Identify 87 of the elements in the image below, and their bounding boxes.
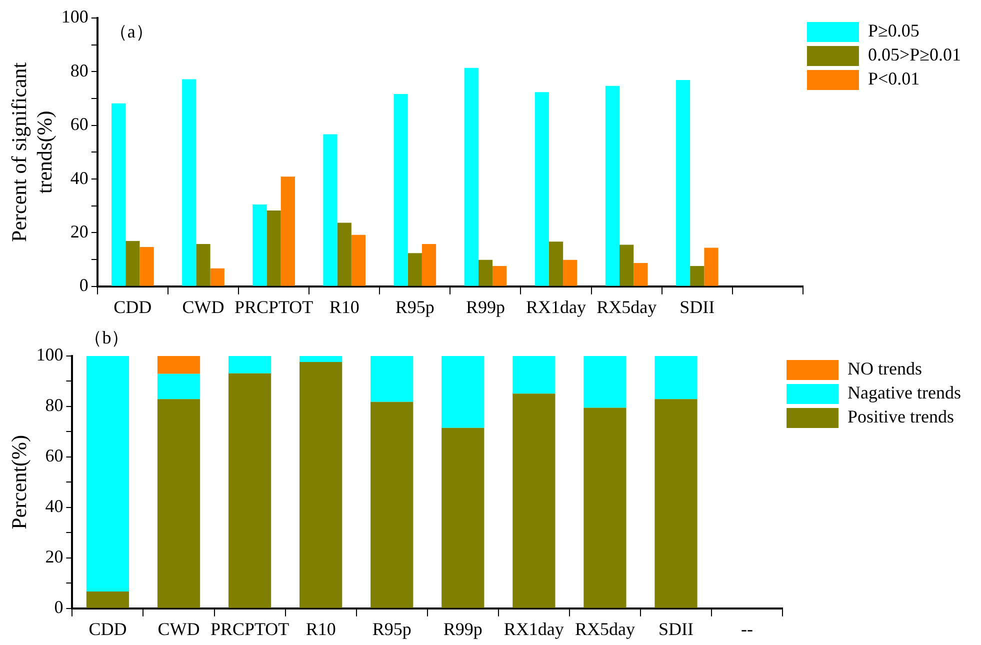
bar <box>157 399 200 608</box>
x-tick-label: SDII <box>680 296 715 317</box>
bar <box>351 234 366 286</box>
x-tick-label: R95p <box>395 296 434 317</box>
bar <box>654 356 698 400</box>
x-tick-label: CWD <box>182 296 224 317</box>
bar <box>280 176 295 286</box>
x-tick-label: PRCPTOT <box>210 618 290 639</box>
y-axis-title: Percent(%) <box>7 434 32 530</box>
bar <box>563 260 578 286</box>
x-tick-label: R95p <box>372 618 412 639</box>
bar <box>408 253 422 286</box>
legend-label: NO trends <box>848 358 922 379</box>
bar <box>690 266 704 286</box>
y-tick-label: 80 <box>70 60 88 80</box>
bar <box>442 356 484 428</box>
bar <box>196 244 210 286</box>
x-tick-label: RX5day <box>574 618 635 639</box>
legend-label: Nagative trends <box>848 382 962 403</box>
bar <box>464 68 478 286</box>
legend-label: Positive trends <box>848 406 954 427</box>
x-tick-label: R10 <box>306 618 336 639</box>
y-tick-label: 0 <box>54 597 64 618</box>
bar <box>323 134 338 286</box>
bar <box>634 263 648 286</box>
bar <box>548 242 564 286</box>
x-tick-label: CWD <box>158 618 200 639</box>
y-tick-label: 80 <box>45 395 64 416</box>
y-tick-label: 60 <box>70 114 88 134</box>
bar <box>252 204 267 286</box>
bar <box>534 92 549 286</box>
x-tick-label: -- <box>741 618 754 639</box>
bar <box>157 356 200 374</box>
bar <box>228 356 272 374</box>
x-tick-label: RX5day <box>596 296 657 317</box>
bar <box>182 79 196 286</box>
bar <box>394 94 408 286</box>
x-tick-label: CDD <box>114 296 152 317</box>
bar <box>676 80 690 286</box>
bar <box>157 374 200 400</box>
legend-label: 0.05>P≥0.01 <box>868 44 962 65</box>
y-tick-label: 20 <box>45 546 64 567</box>
bar <box>584 356 626 408</box>
bar <box>704 248 718 286</box>
bar <box>300 356 342 362</box>
bar <box>478 260 493 286</box>
y-tick-label: 60 <box>45 446 64 466</box>
bar <box>620 244 634 286</box>
bar <box>605 86 620 286</box>
x-tick-label: R99p <box>443 618 482 639</box>
x-tick-label: SDII <box>658 618 694 639</box>
y-tick-label: 40 <box>70 168 88 188</box>
x-tick-label: R10 <box>329 296 360 317</box>
x-tick-label: R99p <box>466 296 505 317</box>
x-tick-label: RX1day <box>504 618 564 639</box>
bar <box>337 222 352 286</box>
bar <box>422 244 436 286</box>
bar <box>492 266 507 286</box>
bar <box>266 210 281 286</box>
bar <box>512 394 556 608</box>
bar <box>210 268 224 286</box>
bar <box>228 373 272 608</box>
chart-title: （b） <box>84 328 130 348</box>
bar <box>140 246 154 286</box>
legend-label: P≥0.05 <box>868 20 920 41</box>
y-tick-label: 40 <box>45 496 64 516</box>
x-tick-label: PRCPTOT <box>234 296 314 317</box>
bar <box>442 428 484 608</box>
bar <box>300 362 342 608</box>
y-axis-title: Percent of significant trends(%) <box>7 62 56 242</box>
bar <box>370 356 414 402</box>
bar <box>370 402 414 608</box>
legend-label: P<0.01 <box>868 68 920 89</box>
bar <box>86 591 130 608</box>
bar <box>512 356 556 394</box>
chart-title: （a） <box>109 22 154 42</box>
x-tick-label: RX1day <box>526 296 586 317</box>
y-tick-label: 0 <box>79 275 88 296</box>
bar <box>126 241 140 286</box>
y-tick-label: 100 <box>61 6 88 27</box>
bar <box>112 103 126 286</box>
bar <box>86 356 130 592</box>
bar <box>584 408 626 608</box>
y-tick-label: 20 <box>70 221 88 242</box>
y-tick-label: 100 <box>36 344 64 365</box>
bar <box>654 399 698 608</box>
x-tick-label: CDD <box>88 618 127 639</box>
